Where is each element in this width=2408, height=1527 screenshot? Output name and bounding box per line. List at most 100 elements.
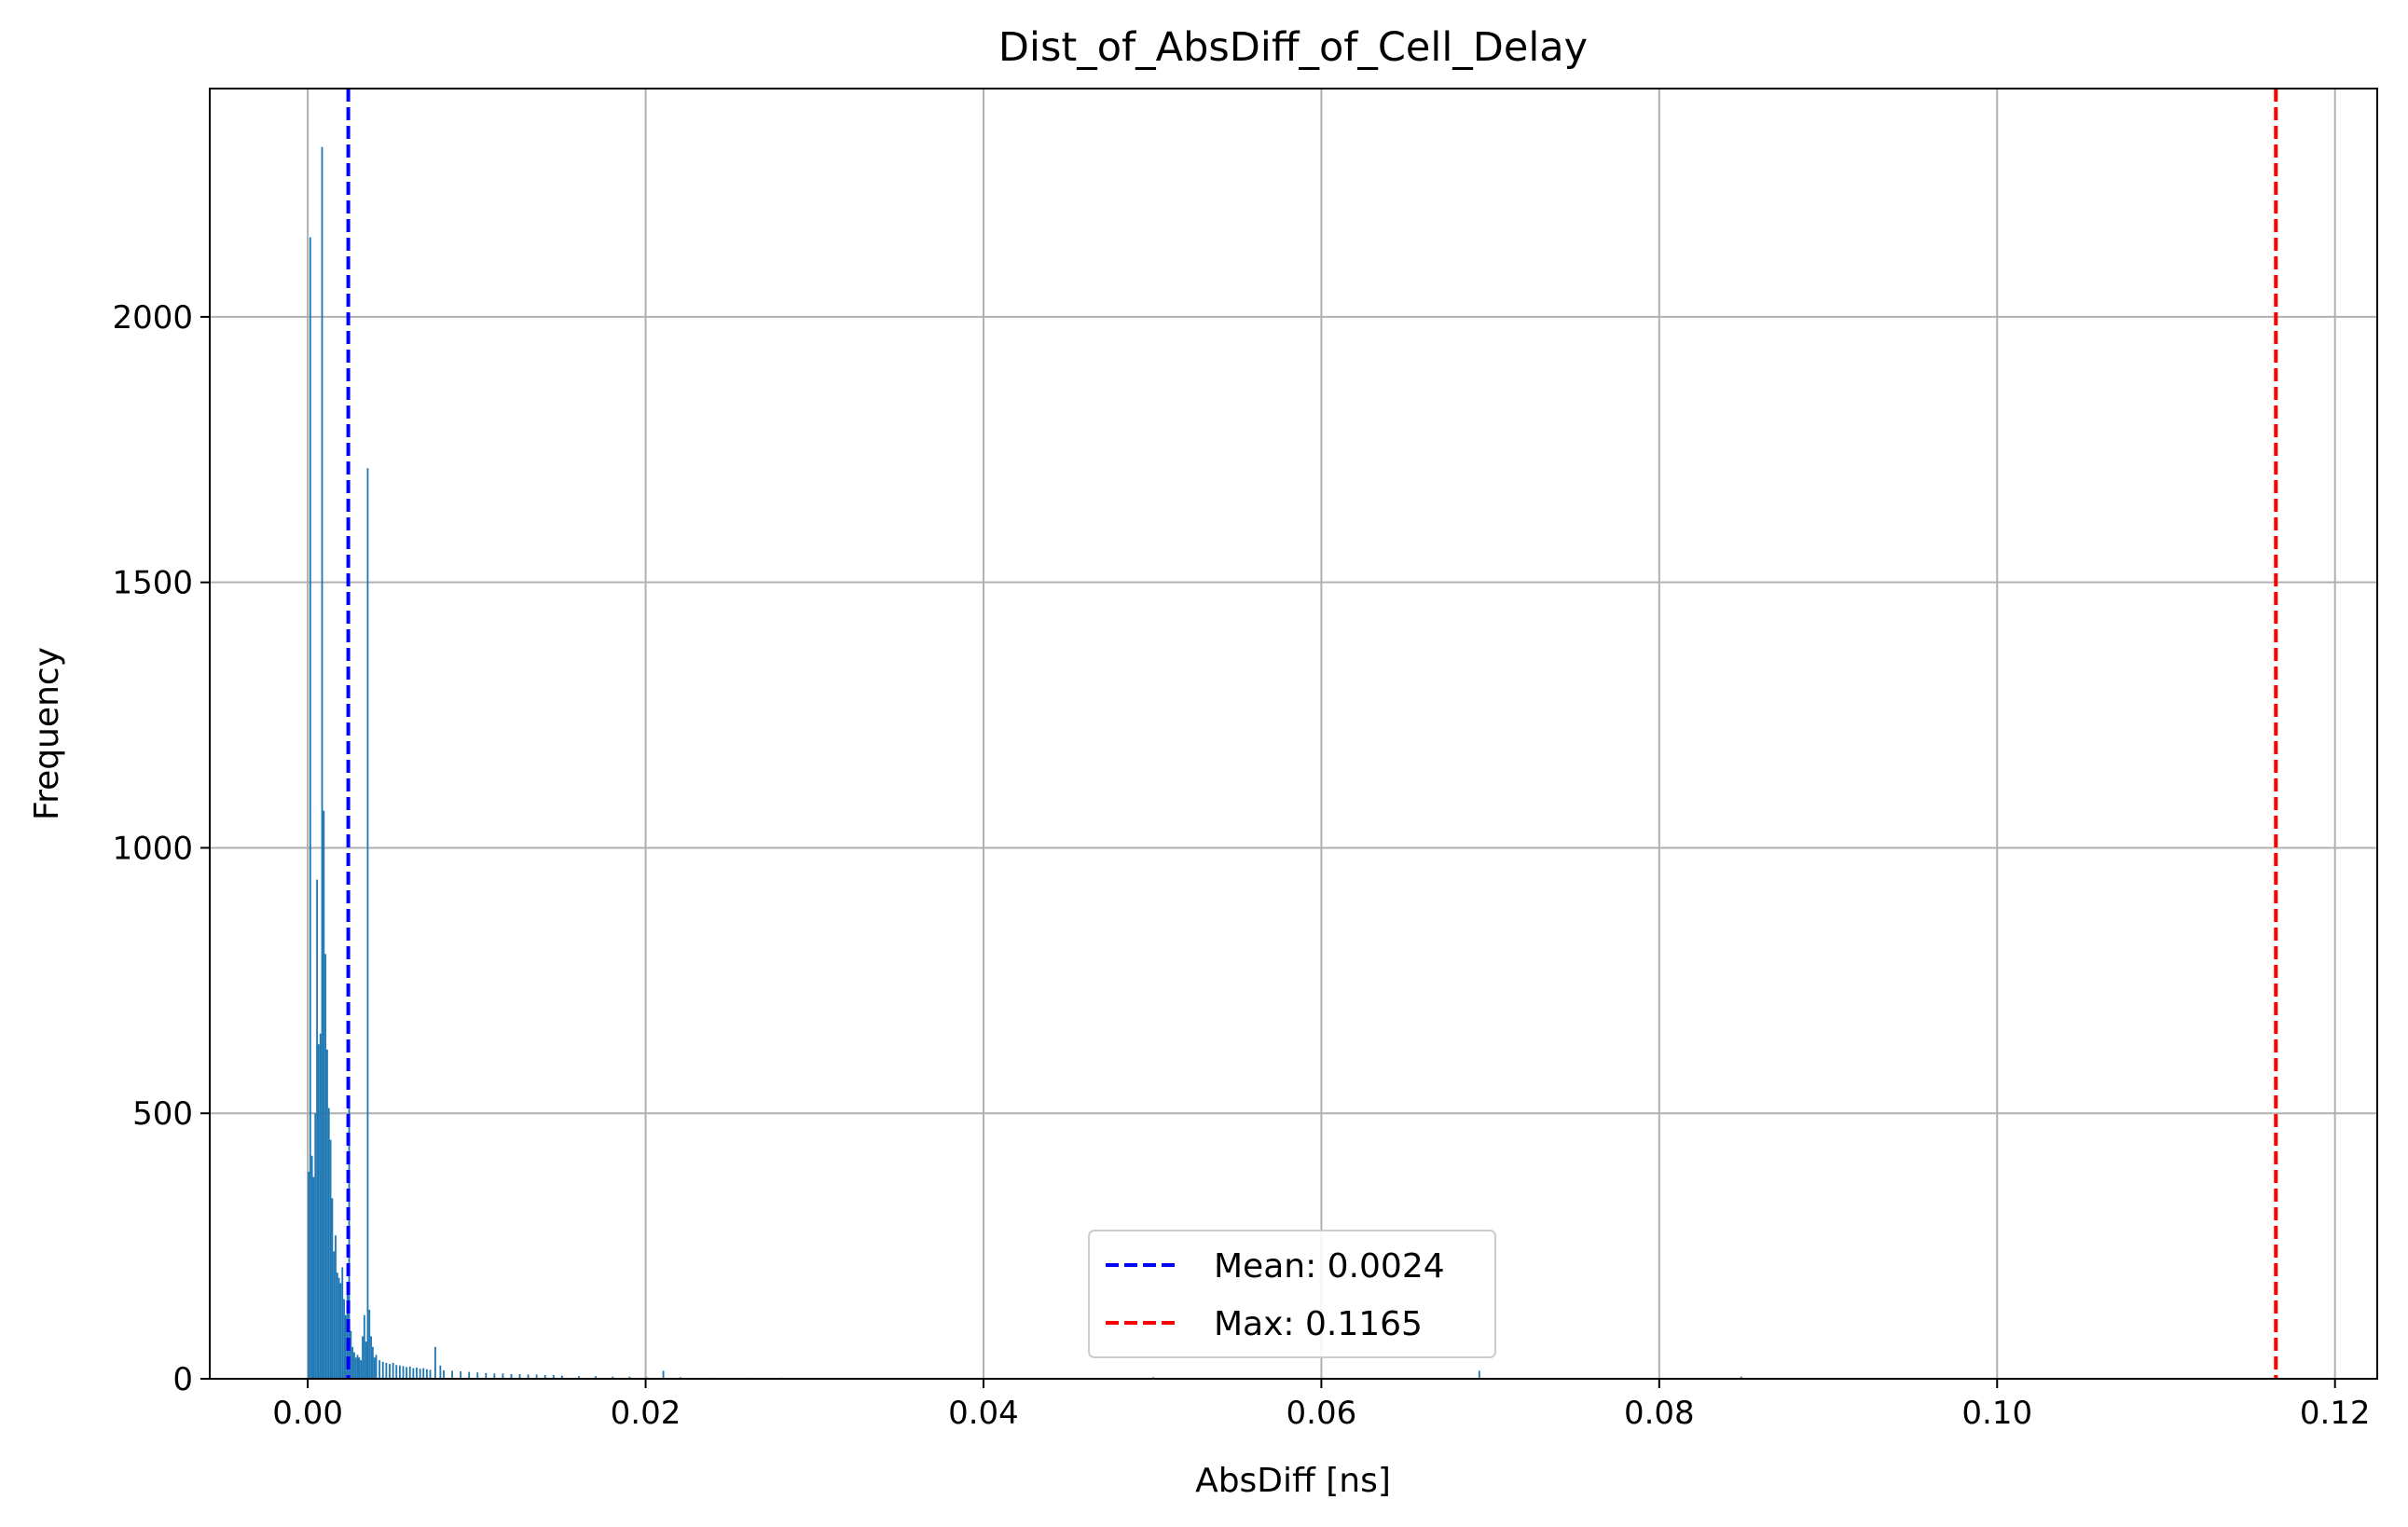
histogram-bar	[485, 1372, 488, 1379]
histogram-bar	[344, 1314, 347, 1379]
histogram-bar	[327, 1107, 330, 1379]
histogram-bar	[385, 1362, 388, 1379]
x-tick-label: 0.06	[1287, 1395, 1357, 1432]
histogram-bar	[350, 1330, 352, 1379]
histogram-bar	[422, 1368, 425, 1379]
histogram-bar	[308, 1171, 310, 1379]
histogram-bar	[323, 810, 325, 1379]
x-tick-label: 0.08	[1624, 1395, 1695, 1432]
histogram-bar	[527, 1374, 530, 1379]
histogram-bar	[314, 1113, 317, 1379]
histogram-bar	[370, 1336, 372, 1379]
histogram-bar	[578, 1376, 580, 1379]
plot-frame	[209, 88, 2378, 1380]
legend-box	[1088, 1230, 1496, 1358]
histogram-bar	[368, 1309, 371, 1379]
histogram-bar	[408, 1366, 411, 1379]
histogram-bar	[356, 1355, 359, 1379]
histogram-bar	[312, 1176, 315, 1379]
histogram-bar	[353, 1352, 355, 1379]
histogram-bar	[373, 1357, 376, 1379]
histogram-bar	[425, 1369, 428, 1379]
histogram-bar	[319, 1033, 322, 1379]
histogram-bar	[358, 1357, 361, 1379]
histogram-bar	[389, 1364, 391, 1379]
histogram-bar	[360, 1360, 363, 1379]
y-tick-label: 1500	[112, 565, 193, 602]
histogram-bar	[535, 1374, 538, 1379]
histogram-bar	[419, 1369, 421, 1379]
histogram-bar	[662, 1370, 665, 1379]
histogram-bars	[308, 146, 1742, 1380]
histogram-bar	[365, 1341, 367, 1379]
legend: Mean: 0.0024 Max: 0.1165	[1088, 1230, 1496, 1358]
histogram-bar	[429, 1369, 432, 1379]
histogram-bar	[468, 1371, 471, 1379]
histogram-bar	[560, 1375, 563, 1379]
legend-max-label: Max: 0.1165	[1214, 1305, 1423, 1343]
histogram-bar	[406, 1367, 408, 1379]
histogram-bar	[493, 1373, 496, 1379]
histogram-bar	[416, 1368, 418, 1379]
histogram-bar	[1740, 1376, 1742, 1379]
x-axis-ticks: 0.00 0.02 0.04 0.06 0.08 0.10 0.12	[272, 1379, 2371, 1432]
x-tick-label: 0.00	[272, 1395, 343, 1432]
histogram-bar	[366, 468, 369, 1380]
histogram-bar	[343, 1299, 345, 1379]
histogram-bar	[309, 237, 311, 1379]
histogram-bar	[341, 1267, 344, 1379]
histogram-bar	[335, 1235, 337, 1379]
histogram-bar	[439, 1365, 442, 1379]
histogram-bar	[518, 1373, 521, 1379]
histogram-bar	[443, 1369, 445, 1379]
histogram-bar	[339, 1283, 342, 1379]
histogram-bar	[395, 1365, 398, 1379]
histogram-bar	[502, 1373, 504, 1379]
y-tick-label: 1000	[112, 830, 193, 867]
y-tick-label: 500	[132, 1095, 193, 1133]
histogram-bar	[595, 1376, 597, 1379]
histogram-bar	[1478, 1370, 1480, 1379]
histogram-bar	[336, 1272, 338, 1379]
histogram-bar	[371, 1346, 374, 1379]
x-axis-label: AbsDiff [ns]	[1195, 1462, 1391, 1500]
histogram-bar	[321, 146, 323, 1380]
histogram-bar	[317, 1044, 320, 1379]
histogram-bar	[316, 879, 318, 1379]
y-tick-label: 2000	[112, 299, 193, 337]
histogram-bar	[331, 1198, 334, 1379]
legend-mean-label: Mean: 0.0024	[1214, 1247, 1445, 1286]
histogram-bar	[346, 1293, 349, 1379]
histogram-bar	[375, 1355, 378, 1379]
histogram-bar	[378, 1360, 381, 1379]
histogram-bar	[612, 1376, 614, 1379]
histogram-bar	[476, 1372, 479, 1379]
histogram-bar	[460, 1371, 462, 1379]
y-tick-label: 0	[172, 1361, 193, 1398]
histogram-bar	[362, 1336, 364, 1379]
histogram-bar	[348, 1107, 351, 1379]
histogram-bar	[398, 1365, 401, 1379]
y-axis-ticks: 0 500 1000 1500 2000	[112, 299, 210, 1398]
histogram-bar	[324, 954, 327, 1379]
histogram-bar	[392, 1362, 394, 1379]
histogram-bar	[412, 1368, 415, 1379]
histogram-bar	[329, 1139, 332, 1379]
x-tick-label: 0.02	[611, 1395, 681, 1432]
histogram-bar	[337, 1277, 340, 1379]
histogram-bar	[552, 1375, 555, 1379]
x-tick-label: 0.10	[1961, 1395, 2032, 1432]
histogram-bar	[434, 1346, 436, 1379]
histogram-bar	[363, 1314, 365, 1379]
histogram-bar	[381, 1361, 384, 1379]
reference-lines	[346, 89, 2278, 1379]
histogram-bar	[628, 1376, 631, 1379]
x-tick-label: 0.12	[2300, 1395, 2371, 1432]
x-tick-label: 0.04	[948, 1395, 1019, 1432]
histogram-bar	[451, 1370, 453, 1379]
histogram-bar	[510, 1373, 513, 1379]
chart-title: Dist_of_AbsDiff_of_Cell_Delay	[998, 24, 1588, 71]
histogram-bar	[354, 1357, 357, 1379]
histogram-bar	[351, 1346, 354, 1379]
